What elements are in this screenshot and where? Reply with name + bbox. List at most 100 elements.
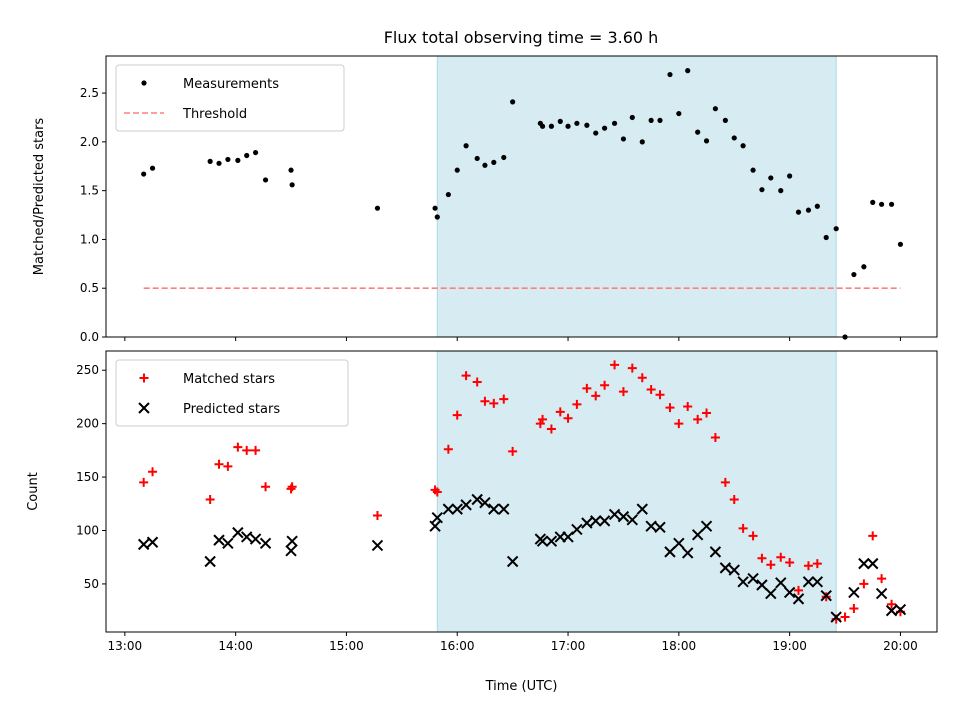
x-tick-label: 17:00 [551,639,586,653]
data-point [887,599,897,609]
data-point [214,459,224,469]
data-point [722,117,728,123]
data-point [897,241,904,247]
data-point [498,503,510,515]
data-point [563,413,573,423]
data-point [472,377,482,387]
data-point [861,264,867,270]
data-point [792,593,805,605]
y-tick-label: 2.0 [80,135,99,149]
data-point [712,106,719,112]
data-point [501,154,507,161]
data-point [888,201,895,207]
data-point [565,123,571,129]
data-point [474,155,480,162]
data-point [146,536,159,548]
data-point [488,503,500,515]
data-point [646,384,656,394]
data-point [618,387,628,397]
data-point [442,503,455,515]
data-point [288,167,294,173]
data-point [702,408,712,418]
y-tick-label: 1.0 [80,232,99,246]
data-point [289,182,295,188]
data-point [695,129,701,135]
data-point [740,143,746,149]
legend-marker [138,402,150,414]
data-point [429,520,441,532]
data-point [581,517,593,529]
data-point [805,207,812,213]
count-panel: 50 100 150 200 250 13:00 14:00 15:00 16:00 17:00 1… [26,350,938,694]
y-tick-label: 200 [76,417,99,431]
data-point [859,579,869,589]
data-point [877,574,887,584]
data-point [811,576,824,588]
ratio-panel: 0.0 0.5 1.0 1.5 2.0 2.5 Matched/Predicted star… [32,55,938,344]
data-point [851,271,857,278]
data-point [766,560,776,570]
data-point [787,173,793,179]
data-point [555,407,565,417]
data-point [691,529,704,541]
data-point [848,586,860,599]
data-point [571,523,583,536]
data-point [374,205,381,211]
data-point [657,117,663,123]
data-point [676,110,682,117]
series-predicted-stars [137,493,907,623]
data-point [463,143,469,149]
series-matched-stars [139,360,905,624]
data-point [432,487,442,497]
data-point [759,187,765,193]
legend-box [115,64,345,132]
x-tick-label: 13:00 [108,639,143,653]
data-point [795,209,802,215]
data-point [833,226,839,232]
data-point [636,503,648,515]
data-point [286,484,296,494]
data-point [757,553,767,563]
data-point [261,482,271,492]
data-point [546,424,556,434]
data-point [443,444,453,454]
x-tick-label: 18:00 [662,639,697,653]
data-point [538,414,548,424]
data-point [719,562,732,574]
y-tick-label: 1.5 [80,184,99,198]
data-point [460,499,472,511]
data-point [232,526,244,539]
data-point [681,547,694,559]
series-measurements [141,68,904,340]
legend-label: Measurements [183,77,279,92]
x-tick-label: 19:00 [772,639,807,653]
data-point [617,510,630,523]
data-point [820,589,832,602]
data-point [287,482,297,492]
data-point [222,537,234,550]
observing-window-span [437,351,837,632]
x-tick-label: 14:00 [218,639,253,653]
legend-marker [141,80,147,86]
y-tick-label: 250 [76,363,99,377]
data-point [627,363,637,373]
observing-window-span [437,56,837,337]
data-point [667,71,673,78]
data-point [849,603,859,613]
data-point [499,394,509,404]
data-point [445,191,451,198]
data-point [611,120,618,126]
data-point [233,442,243,452]
plot-frame [105,55,938,338]
data-point [685,68,691,74]
data-point [709,546,722,558]
data-point [434,214,440,220]
data-point [748,531,758,541]
data-point [262,177,269,183]
data-point [590,515,602,527]
data-point [778,188,784,194]
data-point [665,403,675,413]
data-point [602,125,608,131]
y-axis-label: Matched/Predicted stars [32,118,47,276]
